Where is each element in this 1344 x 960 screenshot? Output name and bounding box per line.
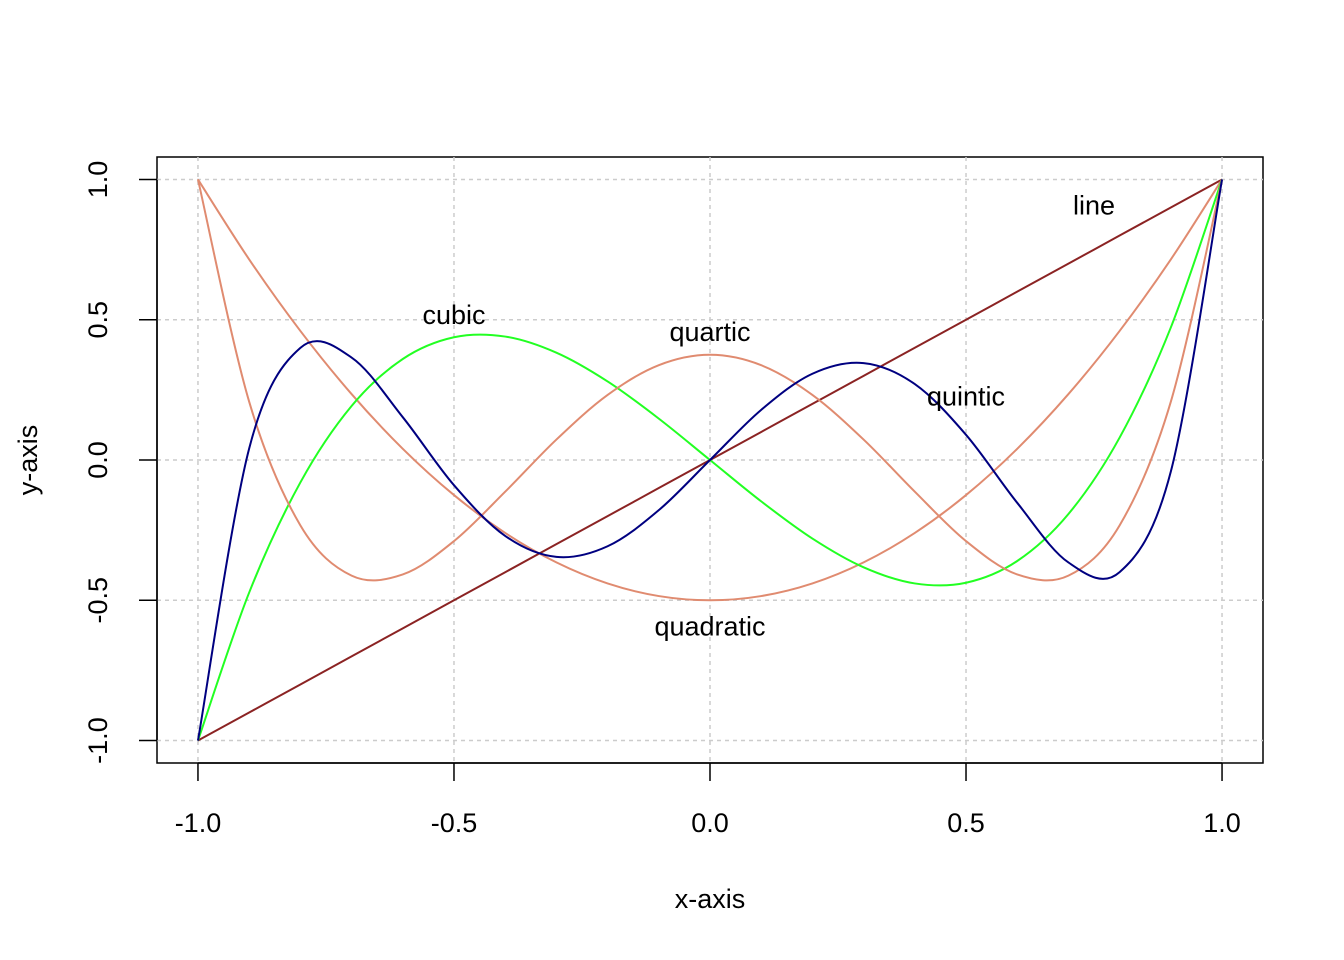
annotation: cubic bbox=[422, 300, 485, 330]
series-line bbox=[196, 179, 1224, 582]
y-axis-title: y-axis bbox=[13, 425, 43, 496]
y-tick-label: 1.0 bbox=[83, 161, 113, 199]
x-tick-label: 0.5 bbox=[947, 808, 985, 838]
annotation: quintic bbox=[927, 381, 1005, 411]
series-line bbox=[196, 179, 1224, 741]
annotation: quadratic bbox=[654, 611, 765, 641]
x-tick-label: 1.0 bbox=[1203, 808, 1241, 838]
y-tick-label: 0.5 bbox=[83, 301, 113, 339]
y-tick-label: -0.5 bbox=[83, 577, 113, 624]
x-axis-title: x-axis bbox=[675, 884, 746, 914]
x-tick-label: -0.5 bbox=[431, 808, 478, 838]
y-tick-label: 0.0 bbox=[83, 441, 113, 479]
annotation: quartic bbox=[669, 317, 750, 347]
series-line bbox=[197, 178, 1223, 602]
annotation: line bbox=[1073, 191, 1115, 221]
y-tick-label: -1.0 bbox=[83, 717, 113, 764]
x-tick-label: -1.0 bbox=[175, 808, 222, 838]
x-tick-label: 0.0 bbox=[691, 808, 729, 838]
